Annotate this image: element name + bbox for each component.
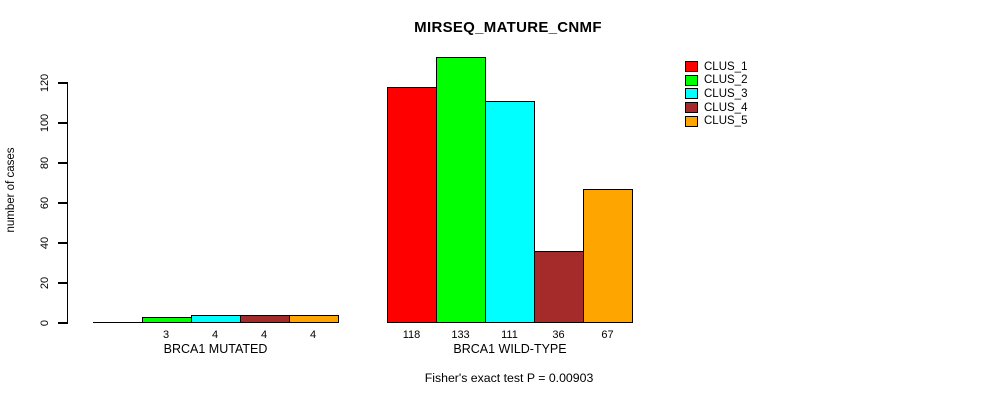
y-tick-mark (58, 82, 68, 84)
y-tick-label: 0 (39, 319, 51, 327)
bar-value-label: 3 (162, 329, 170, 341)
bar-value-label: 4 (260, 329, 268, 341)
x-group-label-2: BRCA1 WILD-TYPE (453, 342, 567, 356)
bar-clus_3-group2 (485, 101, 535, 323)
bar-value-label: 4 (211, 329, 219, 341)
bar-clus_5-group1 (288, 315, 339, 323)
bar-zero-clus_1-group1 (92, 322, 143, 324)
bar-clus_4-group2 (534, 251, 584, 323)
y-tick-label: 20 (39, 276, 51, 290)
legend-item-clus_3: CLUS_3 (685, 87, 805, 101)
legend-item-clus_1: CLUS_1 (685, 60, 805, 74)
y-tick-mark (58, 202, 68, 204)
bar-clus_5-group2 (583, 189, 633, 323)
legend-swatch (685, 115, 698, 127)
legend-swatch (685, 88, 698, 100)
y-tick-label: 80 (39, 156, 51, 170)
y-tick-label: 100 (39, 113, 51, 133)
bar-value-label: 118 (402, 329, 421, 341)
y-tick-mark (58, 282, 68, 284)
y-tick-mark (58, 322, 68, 324)
legend-swatch (685, 102, 698, 114)
legend-label: CLUS_1 (704, 60, 748, 73)
y-tick-mark (58, 242, 68, 244)
y-tick-mark (58, 162, 68, 164)
chart-title: MIRSEQ_MATURE_CNMF (414, 19, 602, 36)
bar-value-label: 36 (552, 329, 565, 341)
legend-item-clus_5: CLUS_5 (685, 114, 805, 128)
legend-label: CLUS_5 (704, 115, 748, 128)
bar-clus_3-group1 (190, 315, 241, 323)
y-tick-label: 120 (39, 73, 51, 93)
y-tick-mark (58, 122, 68, 124)
bar-value-label: 133 (451, 329, 470, 341)
legend-label: CLUS_3 (704, 87, 748, 100)
legend-label: CLUS_2 (704, 74, 748, 87)
legend: CLUS_1 CLUS_2 CLUS_3 CLUS_4 CLUS_5 (685, 60, 805, 128)
legend-item-clus_4: CLUS_4 (685, 101, 805, 115)
fisher-test-caption: Fisher's exact test P = 0.00903 (424, 371, 594, 385)
bar-clus_1-group2 (387, 87, 437, 323)
legend-swatch (685, 74, 698, 86)
y-tick-label: 60 (39, 196, 51, 210)
bar-clus_2-group2 (436, 57, 486, 323)
legend-label: CLUS_4 (704, 101, 748, 114)
bar-clus_2-group1 (141, 317, 192, 323)
y-tick-label: 40 (39, 236, 51, 250)
x-group-label-1: BRCA1 MUTATED (163, 342, 268, 356)
legend-item-clus_2: CLUS_2 (685, 74, 805, 88)
bar-value-label: 4 (309, 329, 317, 341)
legend-swatch (685, 61, 698, 73)
bar-value-label: 67 (601, 329, 614, 341)
bar-value-label: 111 (501, 329, 518, 341)
bar-clus_4-group1 (239, 315, 290, 323)
